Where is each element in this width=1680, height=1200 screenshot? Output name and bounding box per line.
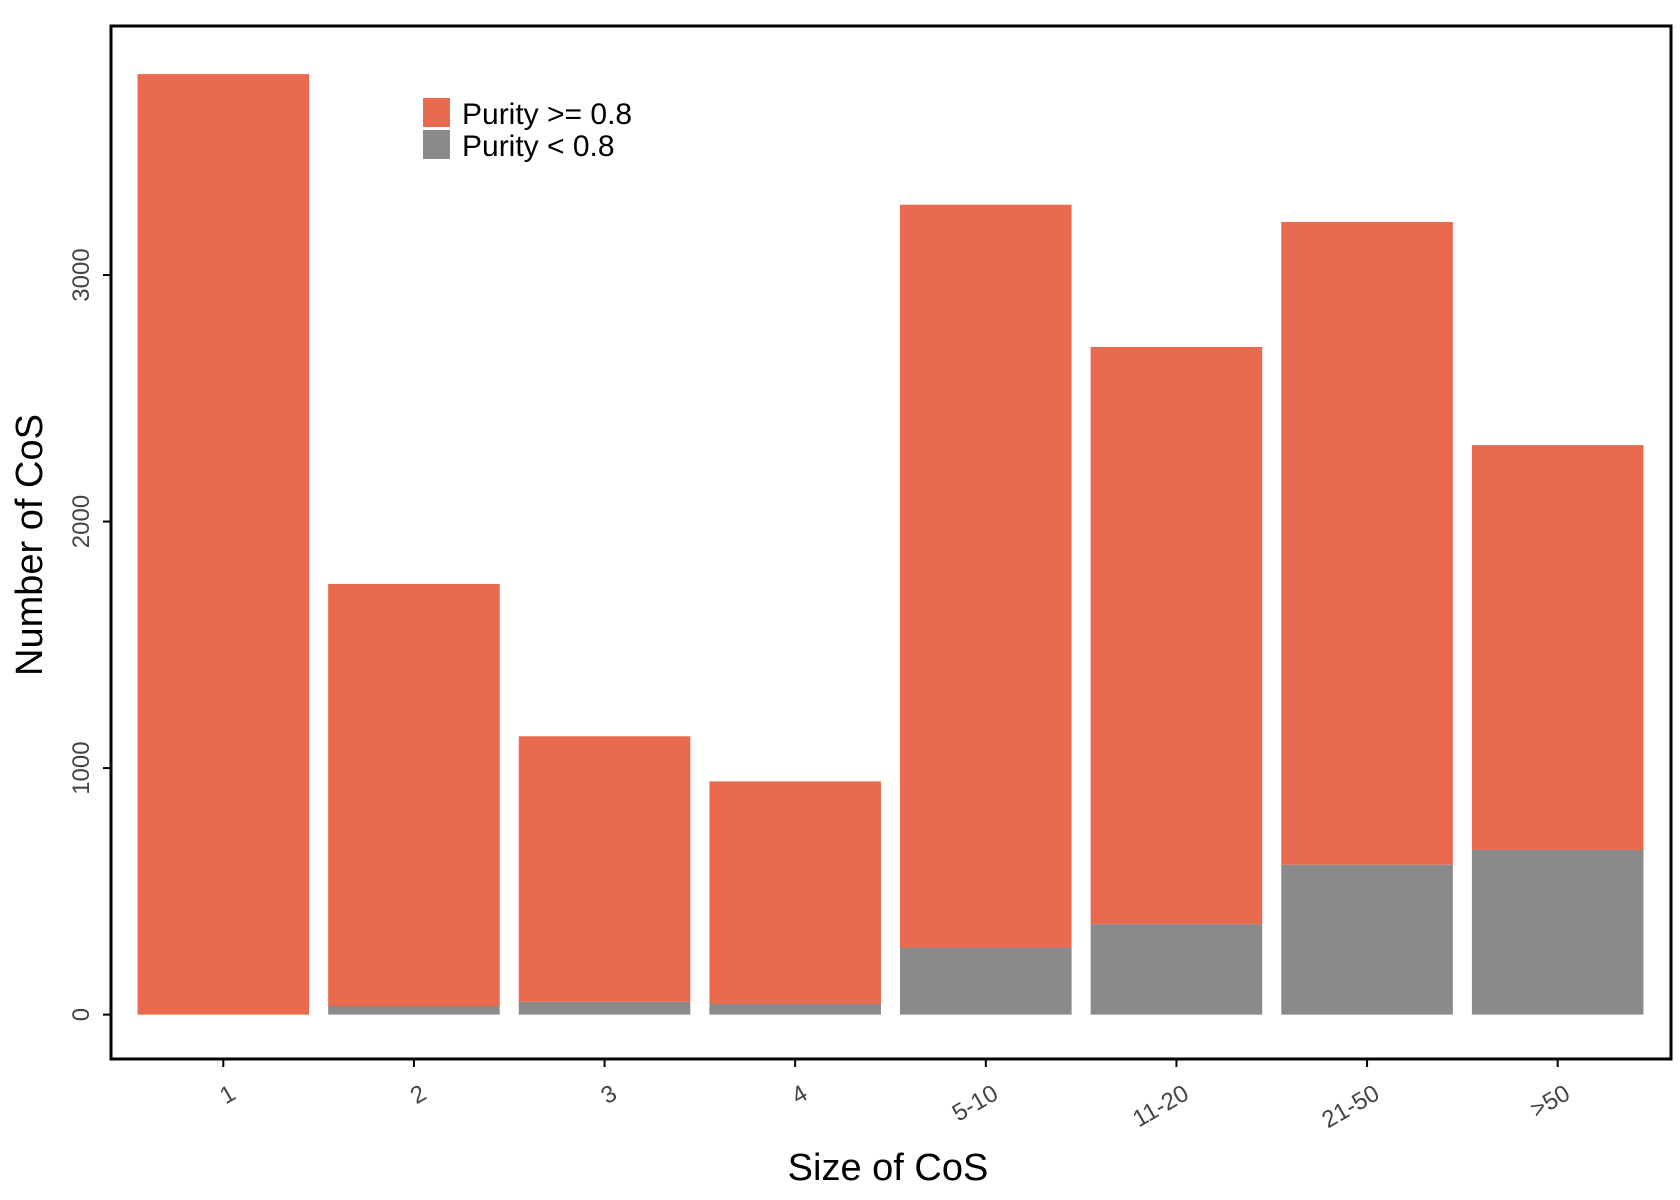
x-tick-label-3: 3 xyxy=(597,1080,622,1110)
bar-purity-0-8-50 xyxy=(1471,445,1644,850)
bar-purity-0-8-2 xyxy=(328,1005,500,1015)
bar-purity-0-8-50 xyxy=(1471,849,1644,1015)
bar-purity-0-8-3 xyxy=(518,736,691,1002)
bar-purity-0-8-21-50 xyxy=(1281,864,1453,1015)
bar-purity-0-8-5-10 xyxy=(900,947,1072,1015)
bars-group xyxy=(137,74,1644,1015)
legend-label-purity-low: Purity < 0.8 xyxy=(462,130,615,163)
x-tick-label-5-10: 5-10 xyxy=(948,1080,1003,1127)
y-tick-label-3000: 3000 xyxy=(68,248,95,301)
bar-purity-0-8-2 xyxy=(328,583,500,1006)
y-tick-label-2000: 2000 xyxy=(68,495,95,548)
bar-purity-0-8-11-20 xyxy=(1090,924,1263,1015)
x-tick-label-1: 1 xyxy=(215,1080,240,1110)
bar-purity-0-8-4 xyxy=(709,1004,881,1015)
bar-purity-0-8-3 xyxy=(518,1001,691,1015)
x-axis-title: Size of CoS xyxy=(788,1147,989,1189)
x-tick-label-50: >50 xyxy=(1526,1080,1575,1124)
x-tick-label-11-20: 11-20 xyxy=(1128,1080,1193,1133)
bar-purity-0-8-11-20 xyxy=(1090,346,1263,925)
y-tick-label-1000: 1000 xyxy=(68,741,95,794)
bar-purity-0-8-5-10 xyxy=(900,204,1072,948)
plot-frame xyxy=(109,24,1673,1061)
x-tick-label-21-50: 21-50 xyxy=(1317,1080,1384,1134)
y-axis-title: Number of CoS xyxy=(9,414,51,676)
bar-purity-0-8-4 xyxy=(709,781,881,1005)
legend-swatch-purity-high xyxy=(423,98,450,127)
legend-label-purity-high: Purity >= 0.8 xyxy=(462,98,632,131)
x-tick-label-2: 2 xyxy=(406,1080,431,1110)
y-axis-ticks: 0 1000 2000 3000 xyxy=(68,248,111,1021)
bar-purity-0-8-1 xyxy=(137,74,310,1015)
legend-swatch-purity-low xyxy=(423,130,450,159)
x-tick-label-4: 4 xyxy=(787,1080,812,1110)
bar-purity-0-8-21-50 xyxy=(1281,222,1453,865)
x-axis-ticks: 1 2 3 4 5-10 11-20 21-50 >50 xyxy=(215,1059,1575,1134)
legend: Purity >= 0.8 Purity < 0.8 xyxy=(423,98,632,163)
y-tick-label-0: 0 xyxy=(68,1008,95,1021)
